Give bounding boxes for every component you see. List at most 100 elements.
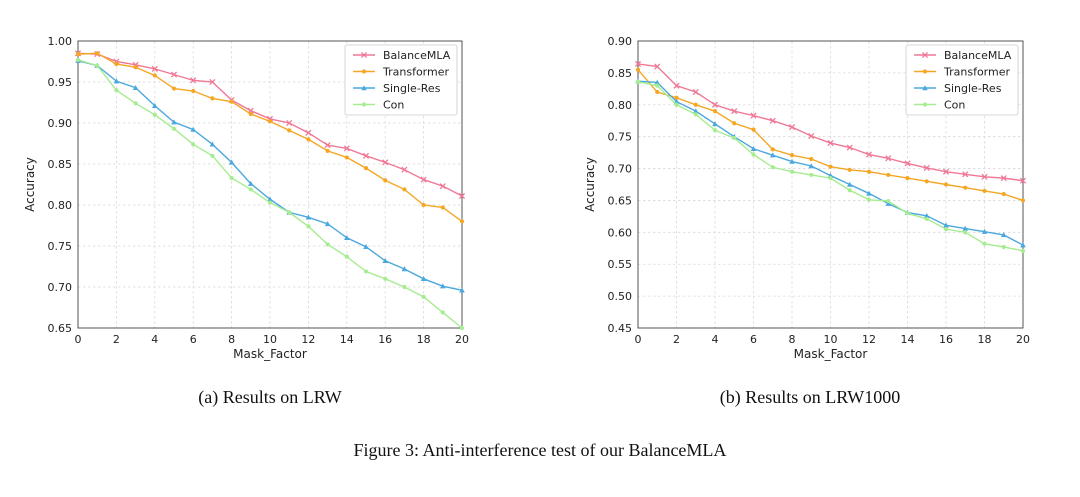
x-tick-label: 2: [673, 333, 680, 346]
data-point: [248, 187, 253, 192]
data-point: [711, 101, 719, 108]
legend-marker: [361, 85, 367, 91]
legend-marker: [360, 51, 368, 59]
data-point: [692, 108, 699, 114]
data-point: [673, 82, 680, 89]
data-point: [132, 84, 139, 90]
y-tick-label: 0.45: [608, 322, 633, 335]
lrw-x-axis-label: Mask_Factor: [233, 347, 307, 361]
data-point: [420, 176, 427, 183]
subfigure-caption-b: (b) Results on LRW1000: [719, 387, 901, 407]
x-tick-label: 8: [228, 333, 235, 346]
data-point: [654, 63, 661, 70]
data-point: [1019, 177, 1027, 184]
lrw1000-y-axis-label: Accuracy: [583, 157, 597, 212]
data-point: [421, 294, 426, 299]
data-point: [809, 172, 814, 178]
y-tick-label: 0.60: [608, 226, 633, 239]
data-point: [402, 284, 407, 290]
data-point: [1000, 232, 1007, 238]
data-point: [344, 254, 349, 259]
y-tick-label: 1.00: [48, 35, 73, 48]
x-tick-label: 4: [712, 333, 719, 346]
data-point: [363, 244, 369, 250]
x-tick-label: 6: [190, 333, 197, 346]
data-point: [440, 283, 446, 289]
chart-panel-lrw: 0 2 4 6 8 10 12 14 16 18 20 0.65 0.70 0.75 0.80 0.85 0.9…: [0, 0, 520, 420]
lrw1000-series-balancemla: [634, 60, 1027, 184]
data-point: [963, 230, 968, 235]
data-point: [325, 148, 330, 153]
data-point: [905, 211, 910, 216]
figure-caption: Figure 3: Anti-interference test of our …: [353, 440, 727, 460]
data-point: [866, 190, 872, 196]
y-tick-label: 0.90: [608, 35, 633, 48]
data-point: [382, 257, 388, 263]
data-point: [808, 132, 815, 140]
data-point: [866, 197, 872, 202]
data-point: [459, 325, 465, 331]
data-point: [750, 145, 757, 152]
x-tick-label: 4: [151, 333, 158, 346]
data-point: [982, 188, 987, 193]
data-point: [770, 165, 775, 170]
legend-marker: [922, 102, 928, 107]
data-point: [383, 276, 388, 281]
x-tick-label: 20: [1016, 333, 1030, 346]
data-point: [923, 212, 930, 218]
data-point: [712, 109, 718, 114]
data-point: [865, 151, 873, 158]
data-point: [440, 310, 445, 315]
lrw1000-x-axis-label: Mask_Factor: [794, 347, 868, 361]
x-tick-label: 16: [378, 333, 392, 346]
data-point: [306, 224, 311, 229]
data-point: [789, 158, 795, 164]
data-point: [267, 196, 273, 202]
data-point: [383, 178, 388, 183]
data-point: [769, 152, 776, 158]
y-tick-label: 0.65: [48, 322, 73, 335]
y-tick-label: 0.80: [48, 199, 73, 212]
data-point: [1020, 242, 1026, 248]
data-point: [809, 156, 814, 162]
data-point: [113, 78, 120, 84]
data-point: [459, 219, 465, 224]
data-point: [788, 124, 796, 131]
data-point: [229, 175, 234, 181]
data-point: [401, 166, 408, 173]
x-tick-label: 14: [340, 333, 354, 346]
data-point: [95, 51, 100, 56]
lrw-series-single-res: [75, 57, 465, 293]
y-tick-label: 0.95: [48, 76, 73, 89]
data-point: [1001, 244, 1006, 250]
legend-entry: BalanceMLA: [383, 49, 451, 62]
data-point: [963, 185, 968, 190]
x-tick-label: 14: [901, 333, 915, 346]
data-point: [286, 119, 293, 127]
data-point: [751, 127, 756, 132]
data-point: [846, 181, 853, 187]
data-point: [229, 99, 234, 104]
data-point: [924, 179, 929, 184]
data-point: [382, 159, 389, 166]
data-point: [75, 57, 81, 62]
legend-entry: Single-Res: [383, 82, 441, 95]
y-tick-label: 0.75: [48, 240, 73, 253]
legend-marker: [922, 69, 928, 74]
data-point: [808, 163, 815, 169]
lrw-series-con: [75, 57, 465, 331]
data-point: [750, 112, 757, 119]
data-point: [847, 188, 852, 193]
legend-box: [344, 44, 458, 116]
x-tick-label: 2: [113, 333, 120, 346]
data-point: [846, 144, 853, 151]
y-tick-label: 0.75: [608, 131, 633, 144]
data-point: [886, 172, 891, 178]
data-point: [458, 192, 466, 200]
data-point: [190, 77, 197, 84]
x-tick-label: 12: [301, 333, 315, 346]
x-tick-label: 0: [75, 333, 82, 346]
lrw-series-transformer: [75, 51, 465, 224]
data-point: [191, 88, 196, 94]
data-point: [655, 89, 660, 95]
